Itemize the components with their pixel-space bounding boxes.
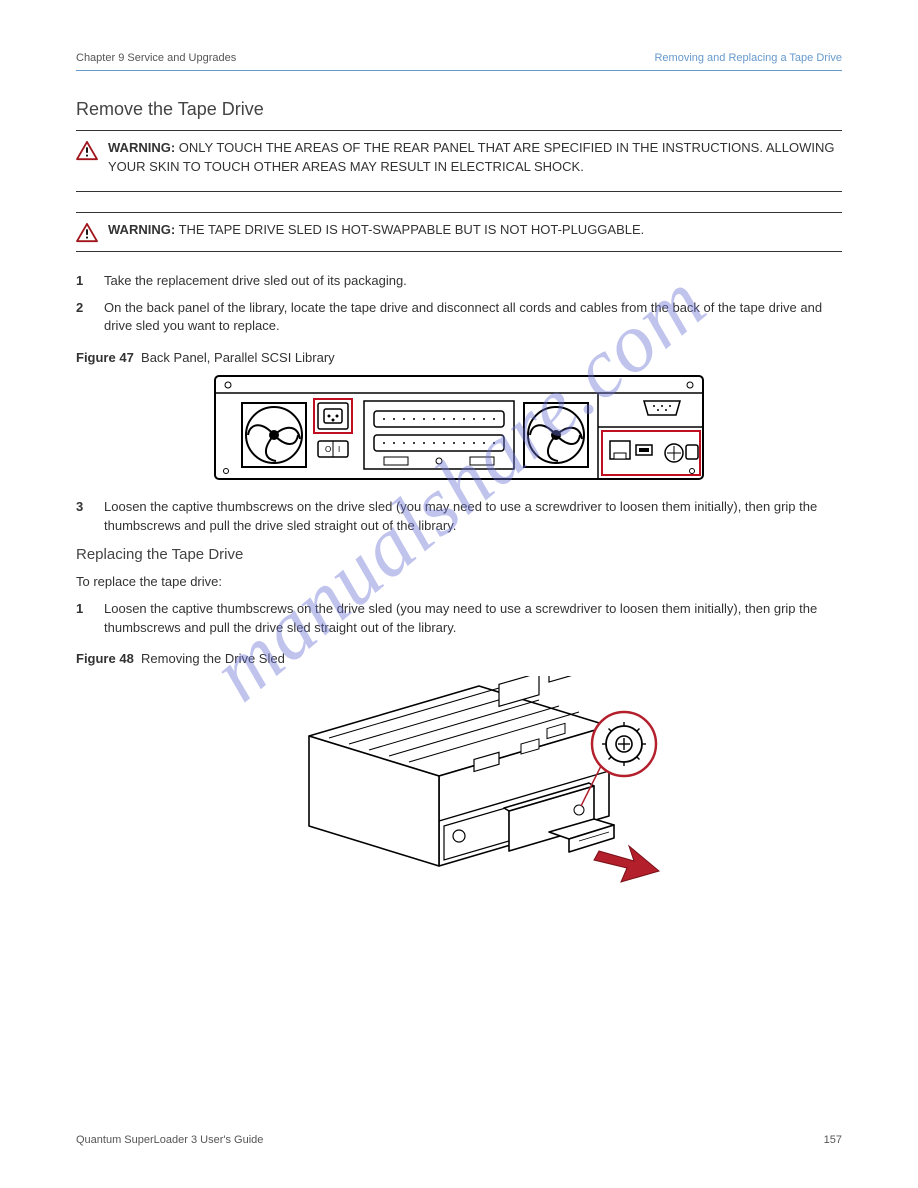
header-chapter: Chapter 9 Service and Upgrades [76,52,236,64]
step-number: 1 [76,600,94,638]
footer-doc-title: Quantum SuperLoader 3 User's Guide [76,1134,263,1146]
warning-callout-1: WARNING: ONLY TOUCH THE AREAS OF THE REA… [76,130,842,192]
figure-label: Figure 47 [76,350,134,365]
section-title: Remove the Tape Drive [76,99,842,120]
footer-page-number: 157 [824,1134,842,1146]
step-text: Loosen the captive thumbscrews on the dr… [104,498,842,536]
warning-text-1: WARNING: ONLY TOUCH THE AREAS OF THE REA… [108,139,842,177]
figure-caption-48: Figure 48 Removing the Drive Sled [76,651,842,666]
page-footer: Quantum SuperLoader 3 User's Guide 157 [76,1134,842,1146]
figure-47: O I [76,375,842,480]
rear-panel-diagram: O I [214,375,704,480]
step-text: On the back panel of the library, locate… [104,299,842,337]
step-item: 1 Loosen the captive thumbscrews on the … [76,600,842,638]
step-text: Take the replacement drive sled out of i… [104,272,842,291]
step-number: 3 [76,498,94,536]
warning-callout-2: WARNING: THE TAPE DRIVE SLED IS HOT-SWAP… [76,212,842,252]
svg-text:O: O [325,445,331,454]
step-item: 2 On the back panel of the library, loca… [76,299,842,337]
warning-lead-1: WARNING: [108,140,175,155]
warning-text-2: WARNING: THE TAPE DRIVE SLED IS HOT-SWAP… [108,221,644,240]
warning-body-1: ONLY TOUCH THE AREAS OF THE REAR PANEL T… [108,140,834,174]
step-item: 1 Take the replacement drive sled out of… [76,272,842,291]
svg-text:I: I [338,445,340,454]
step-number: 2 [76,299,94,337]
subsection-title: Replacing the Tape Drive [76,546,842,563]
warning-body-2: THE TAPE DRIVE SLED IS HOT-SWAPPABLE BUT… [179,222,645,237]
figure-label: Figure 48 [76,651,134,666]
warning-lead-2: WARNING: [108,222,175,237]
figure-caption-47: Figure 47 Back Panel, Parallel SCSI Libr… [76,350,842,365]
header-section: Removing and Replacing a Tape Drive [654,52,842,64]
step-text: Loosen the captive thumbscrews on the dr… [104,600,842,638]
warning-triangle-icon [76,223,98,243]
figure-title: Removing the Drive Sled [141,651,285,666]
figure-48 [76,676,842,916]
page-header: Chapter 9 Service and Upgrades Removing … [76,52,842,71]
replace-intro: To replace the tape drive: [76,573,842,592]
step-item: 3 Loosen the captive thumbscrews on the … [76,498,842,536]
warning-triangle-icon [76,141,98,161]
drive-sled-removal-diagram [249,676,669,916]
step-number: 1 [76,272,94,291]
figure-title: Back Panel, Parallel SCSI Library [141,350,335,365]
